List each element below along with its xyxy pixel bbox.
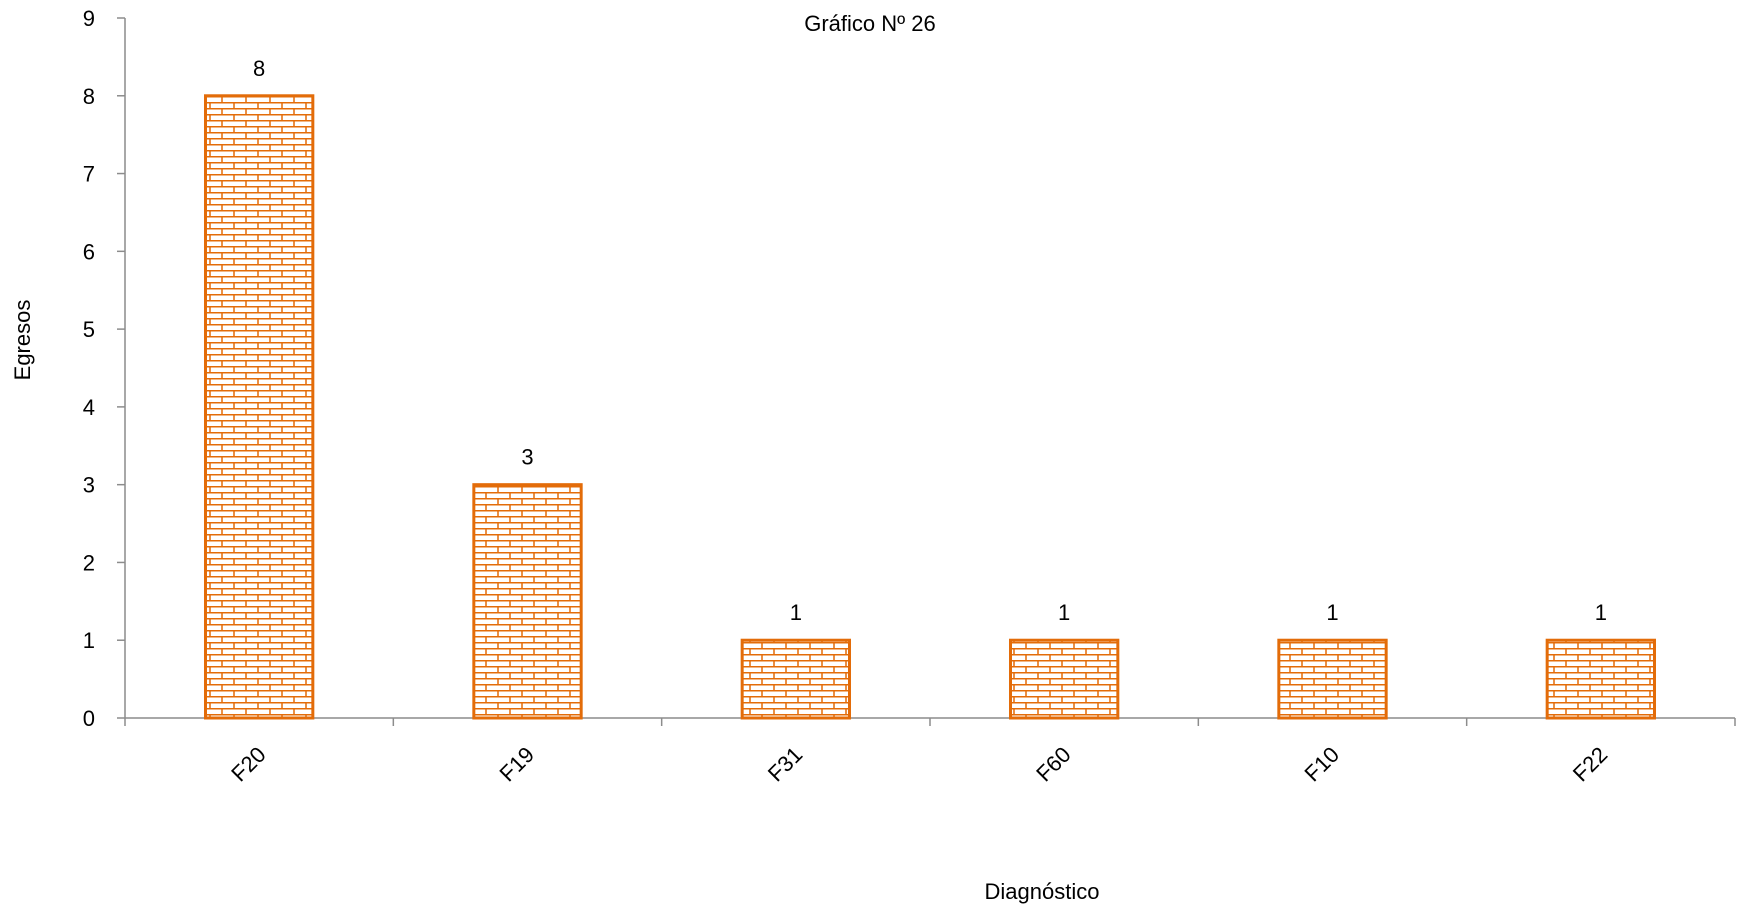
y-tick-label: 0 (83, 706, 95, 731)
data-label: 1 (1595, 600, 1607, 625)
x-tick-label: F20 (226, 742, 270, 786)
x-axis: F20 F19 F31 F60 F10 F22 (124, 717, 1736, 786)
y-tick-label: 4 (83, 395, 95, 420)
y-tick-label: 6 (83, 239, 95, 264)
data-label: 1 (1326, 600, 1338, 625)
y-tick-label: 3 (83, 473, 95, 498)
bar-f20 (204, 94, 315, 720)
data-label: 1 (790, 600, 802, 625)
chart-title: Gráfico Nº 26 (804, 11, 936, 36)
x-tick-label: F10 (1300, 742, 1344, 786)
y-tick-label: 9 (83, 6, 95, 31)
x-tick-label: F31 (763, 742, 807, 786)
y-tick-label: 5 (83, 317, 95, 342)
bars: 8 3 1 1 1 1 (204, 56, 1656, 720)
data-label: 3 (521, 445, 533, 470)
y-tick-label: 8 (83, 84, 95, 109)
y-tick-label: 2 (83, 550, 95, 575)
x-tick-label: F60 (1031, 742, 1075, 786)
x-tick-label: F19 (495, 742, 539, 786)
bar-f10 (1277, 638, 1388, 720)
y-axis: 0 1 2 3 4 5 6 7 8 9 (83, 6, 126, 731)
y-tick-label: 7 (83, 162, 95, 187)
data-label: 1 (1058, 600, 1070, 625)
bar-f60 (1009, 638, 1120, 720)
bar-f22 (1545, 638, 1656, 720)
x-axis-label: Diagnóstico (985, 879, 1100, 904)
x-tick-label: F22 (1568, 742, 1612, 786)
bar-f31 (740, 638, 852, 720)
y-axis-label: Egresos (10, 300, 35, 381)
data-label: 8 (253, 56, 265, 81)
bar-f19 (472, 483, 583, 720)
y-tick-label: 1 (83, 628, 95, 653)
